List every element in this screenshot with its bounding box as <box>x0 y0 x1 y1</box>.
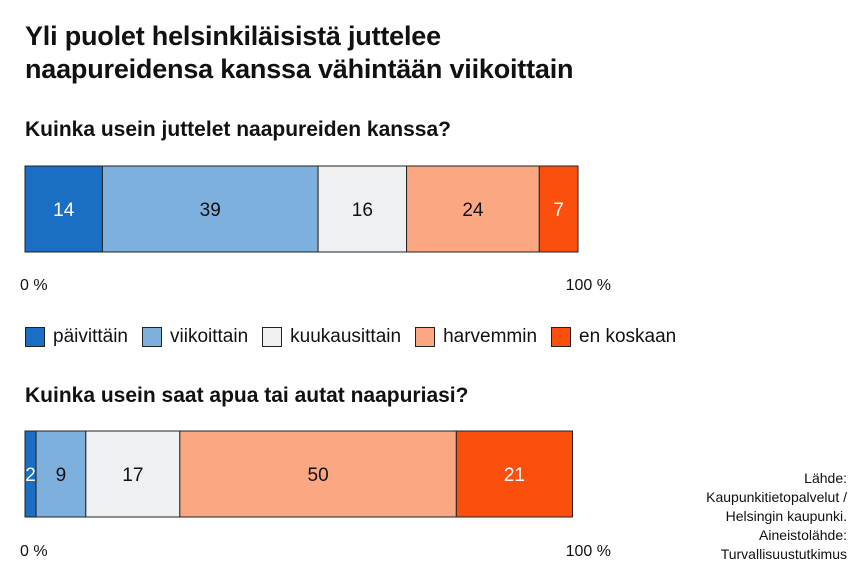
bar-segment-kuukausittain <box>317 165 408 253</box>
data-label-kuukausittain: 17 <box>122 465 143 486</box>
data-label-paivittain: 2 <box>25 465 36 486</box>
data-label-kuukausittain: 16 <box>352 200 373 221</box>
legend-label-paivittain: päivittäin <box>53 326 128 347</box>
data-label-paivittain: 14 <box>53 200 75 221</box>
tick-label-min: 0 % <box>20 277 48 294</box>
bar-segment-en-koskaan <box>455 430 573 518</box>
data-label-harvemmin: 24 <box>462 200 484 221</box>
source-line: Kaupunkitietopalvelut / <box>706 489 847 505</box>
legend-label-kuukausittain: kuukausittain <box>290 326 402 347</box>
legend-item-paivittain: päivittäin <box>25 326 128 348</box>
bar-segment-viikoittain <box>101 165 319 253</box>
chart-2-subtitle: Kuinka usein saat apua tai autat naapuri… <box>25 384 469 407</box>
legend-swatch-kuukausittain <box>262 327 283 347</box>
chart-1-stacked-bar: 14 39 16 24 7 0 % 100 % <box>20 165 611 294</box>
data-label-harvemmin: 50 <box>308 465 329 486</box>
tick-label-max: 100 % <box>566 277 611 294</box>
legend: päivittäin viikoittain kuukausittain har… <box>25 326 690 348</box>
source-line: Helsingin kaupunki. <box>725 508 847 524</box>
title-line-2: naapureidensa kanssa vähintään viikoitta… <box>25 54 574 84</box>
legend-label-harvemmin: harvemmin <box>443 326 538 347</box>
title-line-1: Yli puolet helsinkiläisistä juttelee <box>25 21 441 51</box>
legend-item-harvemmin: harvemmin <box>415 326 537 348</box>
chart-title: Yli puolet helsinkiläisistä juttelee naa… <box>25 20 574 86</box>
legend-item-viikoittain: viikoittain <box>142 326 248 348</box>
tick-label-min: 0 % <box>20 543 48 560</box>
source-line: Aineistolähde: <box>759 527 847 543</box>
tick-label-max: 100 % <box>566 543 611 560</box>
bar-segment-en-koskaan <box>538 165 579 253</box>
legend-label-viikoittain: viikoittain <box>170 326 249 347</box>
legend-label-en-koskaan: en koskaan <box>579 326 677 347</box>
source-line: Turvallisuustutkimus <box>720 546 847 562</box>
chart-1-subtitle: Kuinka usein juttelet naapureiden kanssa… <box>25 118 451 141</box>
bar-segment-kuukausittain <box>85 430 181 518</box>
legend-swatch-en-koskaan <box>551 327 572 347</box>
legend-swatch-harvemmin <box>415 327 436 347</box>
source-note: Lähde: Kaupunkitietopalvelut / Helsingin… <box>706 469 847 564</box>
data-label-en-koskaan: 21 <box>504 465 525 486</box>
legend-swatch-viikoittain <box>142 327 162 347</box>
data-label-viikoittain: 39 <box>200 200 221 221</box>
legend-item-kuukausittain: kuukausittain <box>262 326 401 348</box>
data-label-viikoittain: 9 <box>56 465 67 486</box>
source-line: Lähde: <box>804 470 847 486</box>
data-label-en-koskaan: 7 <box>553 200 564 221</box>
bar-segment-harvemmin <box>406 165 540 253</box>
legend-item-en-koskaan: en koskaan <box>551 326 676 348</box>
bar-segment-harvemmin <box>179 430 457 518</box>
legend-swatch-paivittain <box>25 327 45 347</box>
